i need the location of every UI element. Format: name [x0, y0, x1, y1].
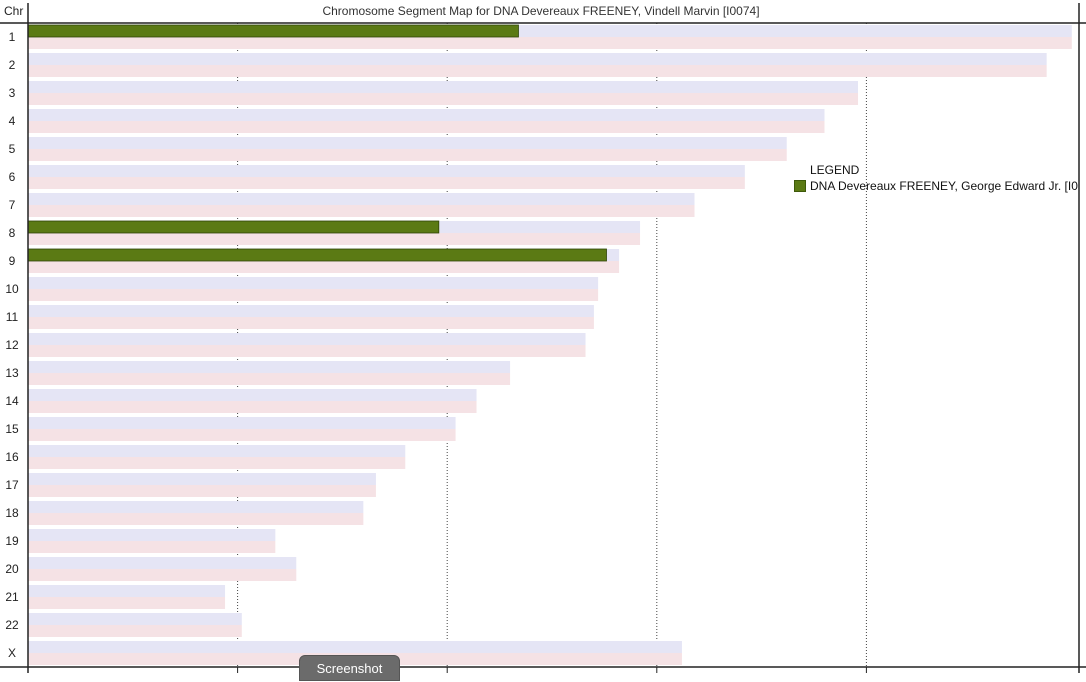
segment-chr-8[interactable]	[27, 220, 440, 234]
legend-swatch	[794, 180, 806, 192]
chr-bar-upper-7	[28, 193, 695, 205]
chr-label-10: 10	[5, 282, 19, 296]
chr-label-X: X	[8, 646, 16, 660]
chr-bar-lower-20	[28, 569, 297, 581]
chr-bar-upper-15	[28, 417, 456, 429]
chr-label-12: 12	[5, 338, 19, 352]
chart-title: Chromosome Segment Map for DNA Devereaux…	[322, 4, 759, 18]
shared-segments	[27, 24, 607, 262]
chromosome-bars	[28, 25, 1072, 665]
chr-label-1: 1	[9, 30, 16, 44]
chr-bar-lower-5	[28, 149, 787, 161]
segment-chr-1[interactable]	[27, 24, 519, 38]
chr-bar-upper-13	[28, 361, 511, 373]
chr-label-2: 2	[9, 58, 16, 72]
chr-bar-lower-21	[28, 597, 226, 609]
chr-bar-upper-6	[28, 165, 745, 177]
chr-bar-upper-4	[28, 109, 825, 121]
chr-bar-upper-19	[28, 529, 276, 541]
legend-title: LEGEND	[810, 163, 860, 177]
chr-bar-upper-11	[28, 305, 594, 317]
chr-label-3: 3	[9, 86, 16, 100]
chr-bar-upper-18	[28, 501, 364, 513]
chr-label-15: 15	[5, 422, 19, 436]
chr-bar-upper-3	[28, 81, 859, 93]
chr-label-19: 19	[5, 534, 19, 548]
chr-bar-upper-17	[28, 473, 376, 485]
chr-label-8: 8	[9, 226, 16, 240]
chr-bar-upper-16	[28, 445, 406, 457]
chr-label-22: 22	[5, 618, 19, 632]
chr-bar-lower-6	[28, 177, 745, 189]
chr-bar-upper-20	[28, 557, 297, 569]
chr-bar-upper-X	[28, 641, 682, 653]
chr-bar-lower-15	[28, 429, 456, 441]
chr-bar-lower-18	[28, 513, 364, 525]
segment-chr-9[interactable]	[27, 248, 607, 262]
chr-label-14: 14	[5, 394, 19, 408]
chr-bar-lower-13	[28, 373, 511, 385]
chr-label-7: 7	[9, 198, 16, 212]
chr-bar-upper-10	[28, 277, 599, 289]
chr-bar-lower-17	[28, 485, 376, 497]
chr-bar-lower-2	[28, 65, 1047, 77]
chr-bar-lower-10	[28, 289, 599, 301]
chr-bar-upper-22	[28, 613, 242, 625]
chr-label-4: 4	[9, 114, 16, 128]
chr-bar-lower-22	[28, 625, 242, 637]
chr-label-6: 6	[9, 170, 16, 184]
chr-bar-lower-1	[28, 37, 1072, 49]
chr-bar-upper-5	[28, 137, 787, 149]
chr-label-16: 16	[5, 450, 19, 464]
chr-label-9: 9	[9, 254, 16, 268]
chr-label-20: 20	[5, 562, 19, 576]
chr-label-13: 13	[5, 366, 19, 380]
chr-bar-lower-11	[28, 317, 594, 329]
chr-bar-upper-2	[28, 53, 1047, 65]
chr-bar-lower-12	[28, 345, 586, 357]
chr-bar-lower-19	[28, 541, 276, 553]
chr-bar-lower-9	[28, 261, 620, 273]
chart-frame	[0, 3, 1086, 673]
chr-header: Chr	[4, 4, 23, 18]
legend-label: DNA Devereaux FREENEY, George Edward Jr.…	[810, 179, 1078, 193]
chr-bar-lower-7	[28, 205, 695, 217]
chr-bar-lower-16	[28, 457, 406, 469]
chr-bar-upper-14	[28, 389, 477, 401]
chr-bar-lower-4	[28, 121, 825, 133]
chr-label-11: 11	[6, 310, 19, 324]
chr-bar-lower-3	[28, 93, 859, 105]
chr-label-21: 21	[5, 590, 19, 604]
legend-item: DNA Devereaux FREENEY, George Edward Jr.…	[794, 179, 1078, 193]
chr-label-18: 18	[5, 506, 19, 520]
chr-bar-lower-8	[28, 233, 641, 245]
chr-bar-upper-12	[28, 333, 586, 345]
chr-label-5: 5	[9, 142, 16, 156]
screenshot-button[interactable]: Screenshot	[299, 655, 400, 681]
legend: LEGEND DNA Devereaux FREENEY, George Edw…	[794, 163, 1078, 193]
chr-label-17: 17	[5, 478, 19, 492]
chr-bar-upper-21	[28, 585, 226, 597]
chr-bar-lower-14	[28, 401, 477, 413]
